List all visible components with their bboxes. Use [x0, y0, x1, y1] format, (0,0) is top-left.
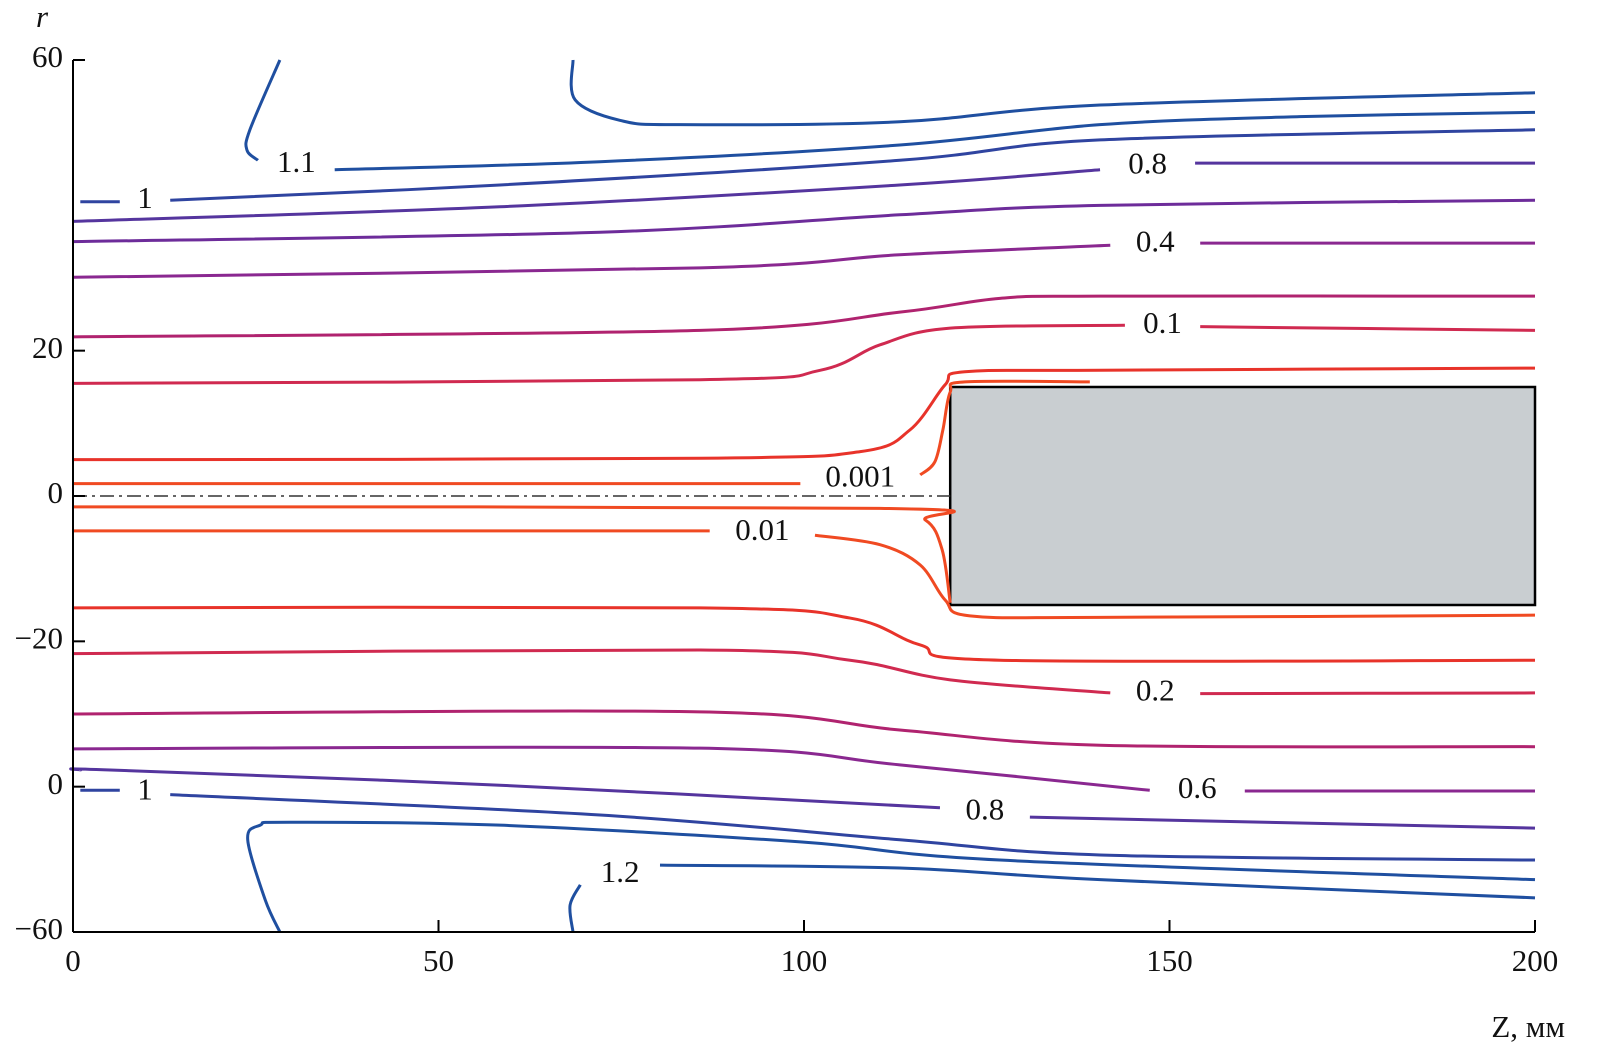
x-tick-label: 100 [781, 943, 828, 978]
y-tick-label: −20 [15, 620, 63, 655]
contour-line [72, 505, 956, 604]
contour-line [72, 709, 1536, 749]
contour-line [73, 529, 1536, 620]
y-axis-label: r [36, 0, 49, 34]
contour-line [72, 241, 1535, 279]
x-tick-label: 50 [423, 943, 454, 978]
contour-label: 1.1 [277, 144, 316, 179]
contour-label: 0.01 [735, 512, 789, 547]
contour-label: 1.2 [601, 854, 640, 889]
x-tick-label: 0 [65, 943, 81, 978]
contour-line [72, 294, 1536, 339]
contour-line [80, 788, 1536, 862]
contour-label: 1 [137, 180, 153, 215]
contour-line [72, 648, 1536, 696]
contour-label: 0.2 [1136, 672, 1175, 707]
contour-label: 0.8 [1128, 146, 1167, 181]
x-tick-label: 200 [1512, 943, 1559, 978]
contour-line [72, 745, 1535, 793]
contour-line [568, 863, 1536, 933]
contour-line [80, 128, 1536, 204]
contour-line [72, 366, 1536, 462]
contour-label: 0.4 [1136, 223, 1175, 258]
x-axis-label: Z, мм [1491, 1009, 1565, 1044]
y-tick-label: 60 [32, 39, 63, 74]
contour-line [72, 161, 1535, 223]
obstacle [948, 385, 1537, 607]
contour-line [569, 59, 1536, 127]
contour-line [72, 379, 1090, 486]
contour-label: 0.001 [825, 458, 895, 493]
contour-line [72, 198, 1536, 244]
y-tick-label: −60 [15, 911, 63, 946]
contour-line [72, 605, 1536, 663]
x-tick-label: 150 [1146, 943, 1193, 978]
contour-label: 0.8 [966, 792, 1005, 827]
y-tick-label: 20 [32, 330, 63, 365]
contour-line [72, 323, 1536, 385]
contour-label: 1 [137, 772, 153, 807]
y-tick-label: 0 [48, 766, 64, 801]
contour-line [246, 820, 1536, 933]
y-tick-label: 0 [48, 475, 64, 510]
contour-line [69, 767, 1536, 830]
contour-line [244, 59, 1536, 172]
contour-label: 0.6 [1178, 770, 1217, 805]
contour-label: 0.1 [1143, 305, 1182, 340]
